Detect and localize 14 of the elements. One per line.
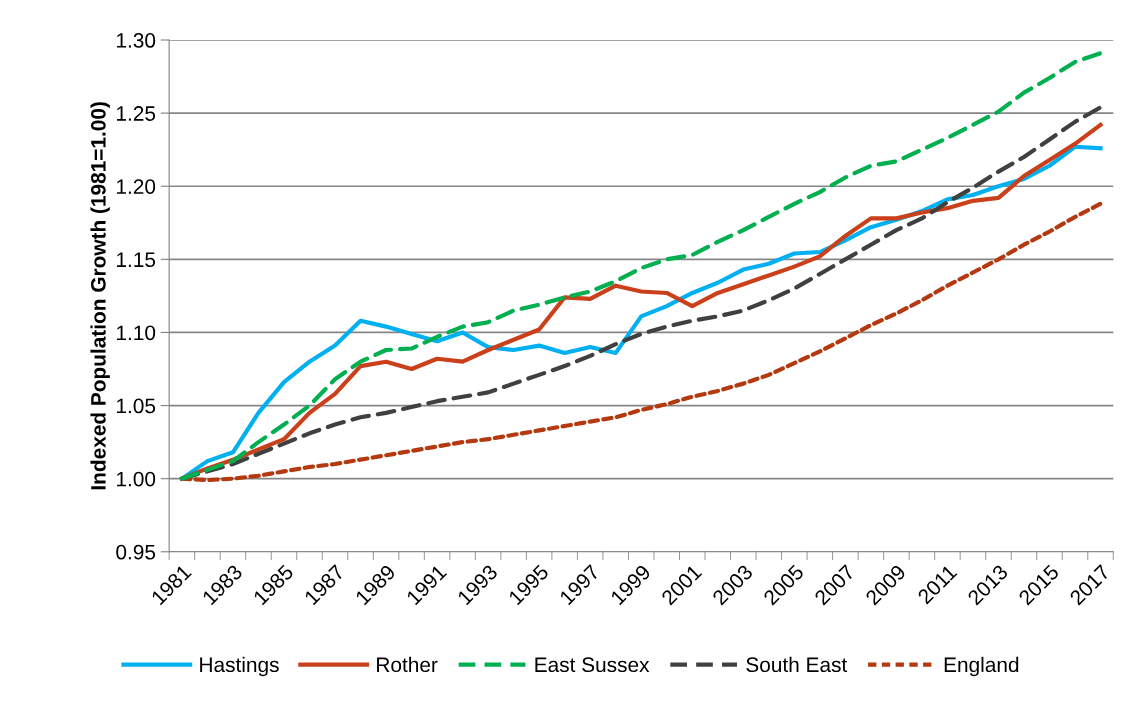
y-tick-label: 1.05 [117,398,156,414]
legend-label: Rother [377,656,438,673]
y-tick-label: 1.25 [117,106,156,121]
y-tick-label: 1.30 [117,33,156,48]
y-tick-label: 1.00 [117,471,156,487]
legend-label: South East [746,656,848,673]
y-axis-title: Indexed Population Growth (1981=1.00) [90,102,110,490]
y-tick-label: 1.20 [117,179,156,194]
legend-label: Hastings [200,656,279,677]
legend-label: England [944,656,1019,677]
y-tick-label: 0.95 [116,544,156,560]
legend-label: East Sussex [535,657,650,673]
y-tick-label: 1.15 [117,252,156,268]
y-tick-label: 1.10 [117,325,156,341]
